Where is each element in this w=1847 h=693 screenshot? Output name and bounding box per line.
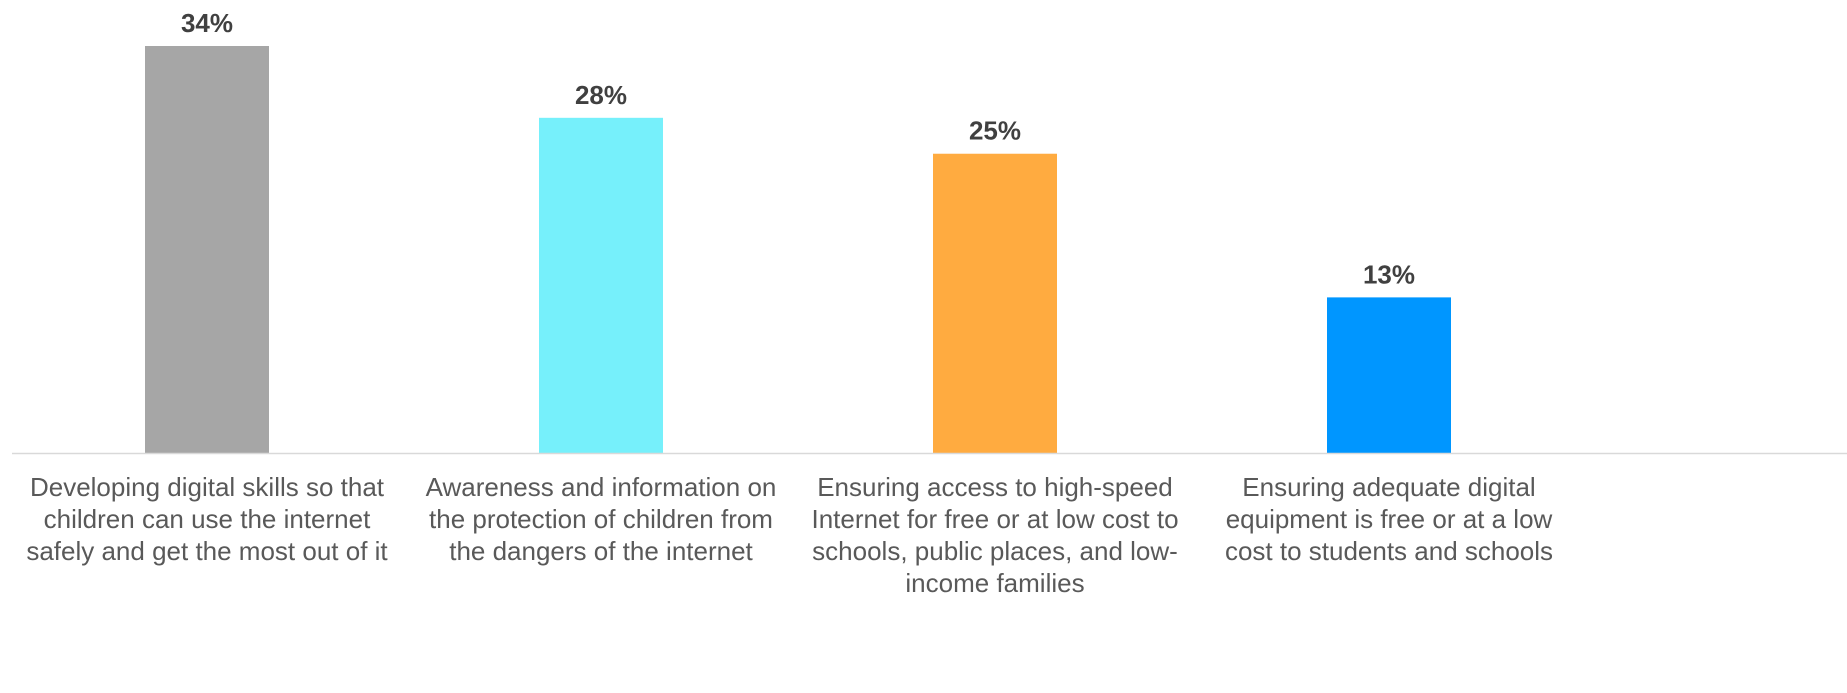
category-label-line: safely and get the most out of it <box>26 536 388 566</box>
category-label-3: Ensuring access to high-speed Internet fo… <box>811 472 1178 598</box>
category-label-line: the protection of children from <box>429 504 773 534</box>
bars-group <box>145 46 1451 453</box>
category-label-line: Ensuring adequate digital <box>1242 472 1535 502</box>
category-label-line: children can use the internet <box>44 504 371 534</box>
category-label-line: income families <box>905 568 1084 598</box>
bar-value-label-2: 28% <box>575 80 627 110</box>
category-labels-group: Developing digital skills so that childre… <box>26 472 1553 598</box>
category-label-line: equipment is free or at a low <box>1226 504 1553 534</box>
bar-3 <box>933 153 1057 453</box>
bar-2 <box>539 117 663 453</box>
value-labels-group: 34% 28% 25% 13% <box>181 8 1415 289</box>
bar-4 <box>1327 297 1451 453</box>
bar-1 <box>145 46 269 453</box>
bar-value-label-4: 13% <box>1363 259 1415 289</box>
category-label-line: Ensuring access to high-speed <box>817 472 1173 502</box>
category-label-line: schools, public places, and low- <box>812 536 1178 566</box>
bar-value-label-3: 25% <box>969 116 1021 146</box>
category-label-line: the dangers of the internet <box>449 536 753 566</box>
bar-value-label-1: 34% <box>181 8 233 38</box>
category-label-1: Developing digital skills so that childre… <box>26 472 388 566</box>
category-label-line: Awareness and information on <box>426 472 777 502</box>
category-label-line: Internet for free or at low cost to <box>811 504 1178 534</box>
category-label-line: Developing digital skills so that <box>30 472 385 502</box>
category-label-2: Awareness and information on the protecti… <box>426 472 777 566</box>
category-label-4: Ensuring adequate digital equipment is fr… <box>1225 472 1553 566</box>
category-label-line: cost to students and schools <box>1225 536 1553 566</box>
